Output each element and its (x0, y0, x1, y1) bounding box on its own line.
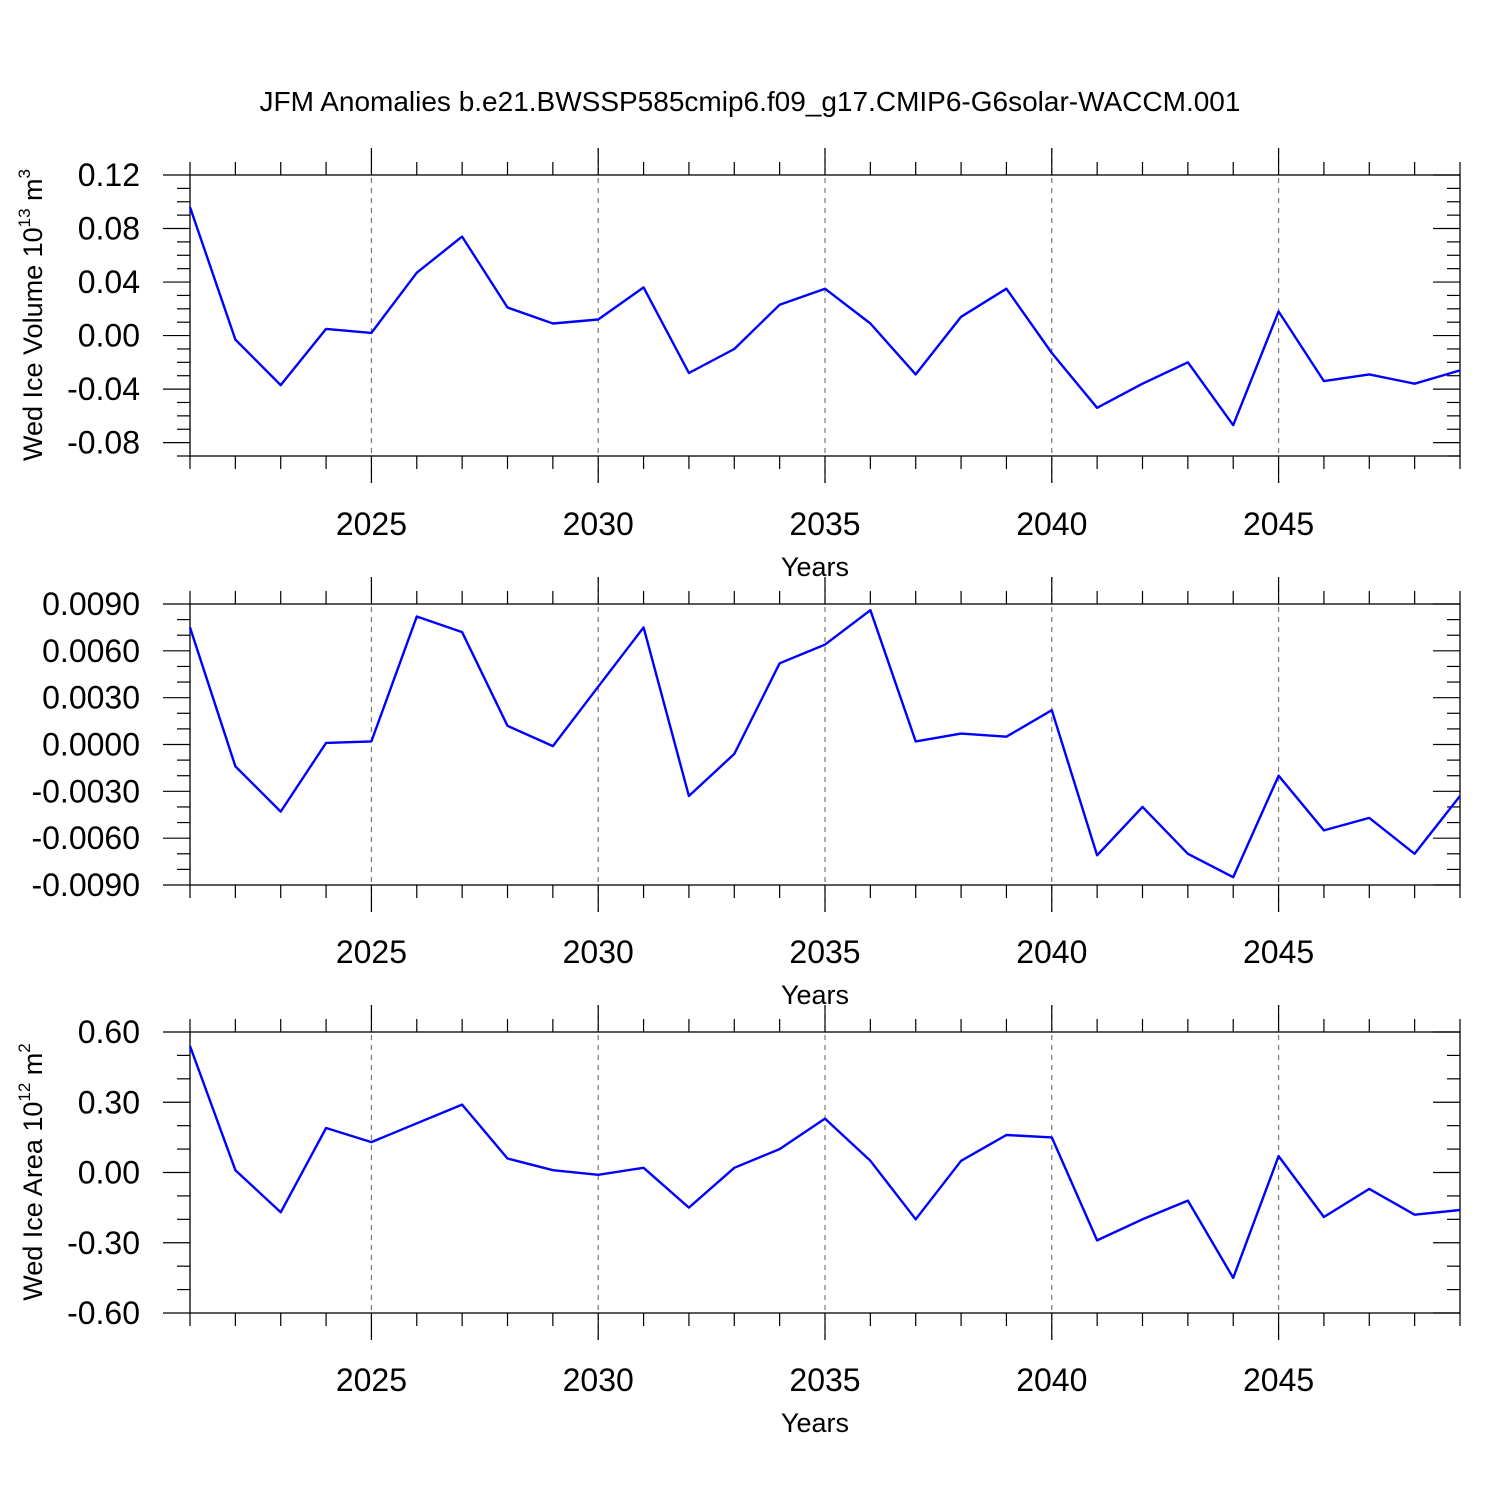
y-axis-title-superscript: 3 (15, 169, 34, 178)
y-axis-title-part: m (18, 1053, 48, 1083)
y-tick-label: 0.08 (78, 211, 140, 247)
x-tick-label: 2025 (336, 506, 407, 542)
x-tick-label: 2025 (336, 1362, 407, 1398)
chart-panel-3: -0.60 -0.30 0.00 0.30 0.60 2025 2030 2035 2040 20… (15, 1005, 1461, 1438)
y-tick-label: -0.0030 (31, 773, 140, 809)
chart-panel-1: -0.08 -0.04 0.00 0.04 0.08 0.12 2025 2030 2035 20… (15, 148, 1461, 582)
y-tick-label: -0.08 (67, 425, 140, 461)
y-axis-title-superscript: 13 (15, 208, 34, 227)
y-tick-label: 0.00 (78, 1155, 140, 1191)
x-axis-title: Years (781, 980, 849, 1010)
x-tick-label: 2030 (563, 934, 634, 970)
x-tick-label: 2040 (1016, 934, 1087, 970)
y-axis-title-part: m (18, 178, 48, 208)
x-tick-label: 2045 (1243, 506, 1314, 542)
y-tick-label: 0.60 (78, 1014, 140, 1050)
series-line (188, 1045, 1461, 1280)
y-tick-label: -0.60 (67, 1295, 140, 1331)
y-tick-label: 0.30 (78, 1084, 140, 1120)
x-tick-label: 2040 (1016, 506, 1087, 542)
y-tick-label: 0.0060 (42, 633, 140, 669)
x-tick-label: 2040 (1016, 1362, 1087, 1398)
y-tick-label: 0.0090 (42, 586, 140, 622)
x-tick-label: 2030 (563, 1362, 634, 1398)
y-axis-title-superscript: 12 (15, 1083, 34, 1102)
y-axis-title-superscript: 2 (15, 1043, 34, 1052)
figure-title: JFM Anomalies b.e21.BWSSP585cmip6.f09_g1… (260, 86, 1241, 117)
y-axis-title: Wed Snow Volume 1013 m3 (0, 583, 1, 907)
chart-panel-2: -0.0090 -0.0060 -0.0030 0.0000 0.0030 0.0060 0… (0, 577, 1461, 1010)
x-tick-label: 2025 (336, 934, 407, 970)
x-tick-label: 2045 (1243, 934, 1314, 970)
y-tick-label: -0.30 (67, 1225, 140, 1261)
x-axis-title: Years (781, 1408, 849, 1438)
y-tick-label: 0.00 (78, 318, 140, 354)
y-tick-label: -0.04 (67, 371, 140, 407)
x-tick-label: 2030 (563, 506, 634, 542)
y-axis-title-part: Wed Snow Volume 10 (0, 642, 1, 907)
plot-frame (189, 1031, 1461, 1314)
y-tick-label: -0.0060 (31, 820, 140, 856)
y-tick-label: 0.04 (78, 264, 140, 300)
y-tick-label: -0.0090 (31, 867, 140, 903)
y-tick-label: 0.12 (78, 157, 140, 193)
plot-frame (189, 174, 1461, 457)
x-tick-label: 2035 (789, 506, 860, 542)
x-axis-title: Years (781, 552, 849, 582)
y-tick-label: 0.0030 (42, 680, 140, 716)
y-axis-title-part: m (0, 593, 1, 623)
series-line (188, 609, 1461, 879)
y-axis-title-part: Wed Ice Area 10 (18, 1102, 48, 1301)
x-tick-label: 2045 (1243, 1362, 1314, 1398)
series-line (188, 206, 1461, 427)
x-tick-label: 2035 (789, 1362, 860, 1398)
y-axis-title: Wed Ice Area 1012 m2 (15, 1043, 48, 1301)
y-tick-label: 0.0000 (42, 727, 140, 763)
plot-frame (189, 603, 1461, 886)
x-tick-label: 2035 (789, 934, 860, 970)
y-axis-title: Wed Ice Volume 1013 m3 (15, 169, 48, 461)
y-axis-title-part: Wed Ice Volume 10 (18, 227, 48, 461)
